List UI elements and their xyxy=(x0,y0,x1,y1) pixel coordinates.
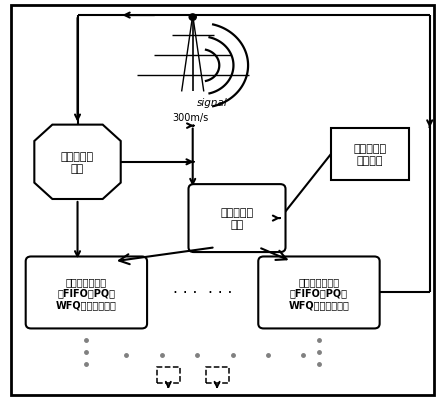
Circle shape xyxy=(189,15,196,21)
Bar xyxy=(331,128,408,180)
Polygon shape xyxy=(35,125,120,200)
Bar xyxy=(157,367,180,383)
Text: signal: signal xyxy=(196,97,227,107)
FancyBboxPatch shape xyxy=(258,257,380,329)
Bar xyxy=(206,367,229,383)
Text: · · ·: · · · xyxy=(208,285,233,300)
Text: 调度控制器
模块: 调度控制器 模块 xyxy=(61,152,94,173)
FancyBboxPatch shape xyxy=(26,257,147,329)
FancyBboxPatch shape xyxy=(188,184,285,253)
Text: · · ·: · · · xyxy=(173,285,197,300)
Text: 300m/s: 300m/s xyxy=(173,113,209,123)
Text: 调度器模块（包
括FIFO、PQ、
WFQ等调度算法）: 调度器模块（包 括FIFO、PQ、 WFQ等调度算法） xyxy=(56,276,117,309)
Text: 调度器模块（包
括FIFO、PQ、
WFQ等调度算法）: 调度器模块（包 括FIFO、PQ、 WFQ等调度算法） xyxy=(288,276,350,309)
Text: 数据流分类
模块: 数据流分类 模块 xyxy=(221,208,253,229)
Text: 网络带宽检
测器模块: 网络带宽检 测器模块 xyxy=(354,144,386,165)
